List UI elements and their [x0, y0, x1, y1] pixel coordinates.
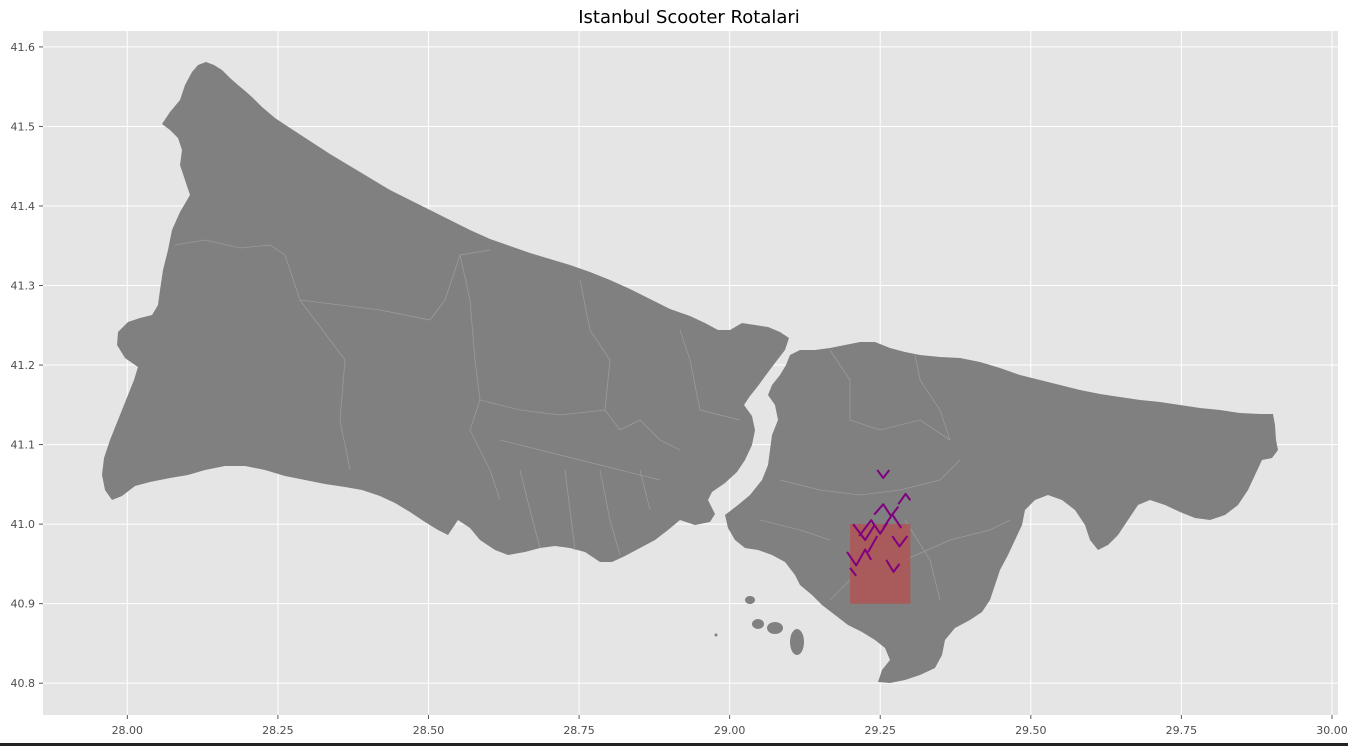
y-tick-label: 41.5: [11, 120, 36, 133]
x-tick-label: 28.25: [262, 724, 294, 737]
y-tick-label: 41.6: [11, 41, 36, 54]
scooter-route: [882, 513, 903, 529]
map-title: Istanbul Scooter Rotalari: [578, 7, 800, 28]
scooter-route: [885, 559, 901, 573]
island: [790, 629, 804, 655]
y-tick-label: 41.2: [11, 359, 36, 372]
scooter-route: [876, 469, 891, 479]
highlight-area: [850, 524, 911, 604]
y-tick-label: 41.4: [11, 200, 36, 213]
y-tick-label: 40.8: [11, 677, 36, 690]
y-tick-label: 41.1: [11, 439, 36, 452]
bottom-border: [0, 743, 1348, 746]
y-tick-label: 41.0: [11, 518, 36, 531]
x-tick-label: 29.75: [1166, 724, 1198, 737]
x-tick-label: 29.25: [864, 724, 896, 737]
x-tick-label: 28.50: [413, 724, 445, 737]
y-tick-label: 41.3: [11, 280, 36, 293]
island: [767, 622, 783, 634]
scooter-route: [873, 503, 900, 518]
axis-ticks: 28.00 28.25 28.50 28.75 29.00 29.25 29.50 29.75…: [11, 41, 1348, 737]
x-tick-label: 28.75: [563, 724, 595, 737]
scooter-routes: [846, 469, 912, 577]
island: [752, 619, 764, 629]
scooter-route: [891, 535, 909, 548]
scooter-route: [867, 535, 879, 553]
scooter-route: [897, 492, 912, 505]
y-tick-label: 40.9: [11, 598, 36, 611]
european-side-land: [102, 62, 789, 562]
x-tick-label: 28.00: [112, 724, 144, 737]
x-tick-label: 29.50: [1015, 724, 1047, 737]
x-tick-label: 30.00: [1316, 724, 1348, 737]
scooter-route: [849, 567, 857, 577]
district-borders: [174, 239, 1011, 601]
scooter-route: [846, 548, 873, 567]
scooter-route: [852, 523, 876, 542]
x-tick-label: 29.00: [714, 724, 746, 737]
island: [714, 633, 718, 637]
island: [745, 596, 755, 604]
